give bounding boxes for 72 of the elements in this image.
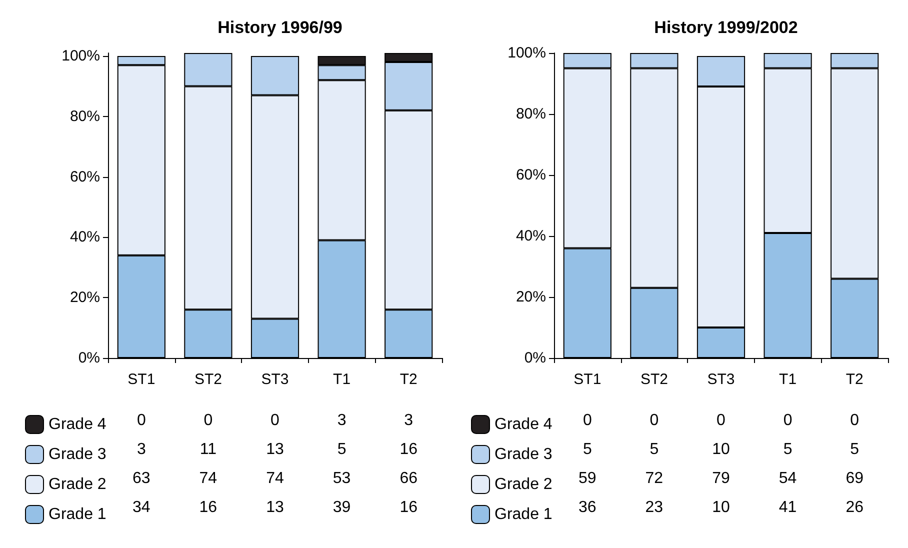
y-tick-label: 80% (516, 106, 546, 122)
data-label: 16 (398, 441, 418, 459)
data-label: 3 (336, 412, 348, 430)
data-label: 3 (136, 441, 147, 459)
data-label: 0 (782, 412, 794, 430)
y-tick-label: 0% (78, 350, 100, 366)
y-tick-label: 60% (516, 166, 546, 184)
data-label: 10 (711, 499, 731, 517)
legend-label: Grade 4 (494, 416, 552, 433)
x-tick-label: T1 (779, 371, 797, 388)
data-label: 74 (198, 470, 218, 488)
x-tick-label: ST2 (194, 371, 222, 388)
data-label: 72 (644, 470, 664, 488)
x-tick-label: T1 (333, 371, 351, 388)
legend-label: Grade 3 (48, 446, 106, 463)
data-label: 54 (778, 470, 798, 488)
data-label: 5 (582, 441, 593, 459)
data-label: 16 (198, 499, 218, 517)
legend-label: Grade 2 (48, 476, 106, 493)
data-label: 59 (577, 470, 598, 488)
y-tick-label: 80% (70, 108, 100, 125)
data-label: 66 (398, 470, 418, 488)
data-label: 53 (332, 470, 352, 488)
data-label: 39 (332, 499, 352, 517)
data-label: 11 (198, 441, 218, 459)
y-tick-label: 0% (524, 350, 546, 366)
x-tick-label: T2 (400, 371, 418, 388)
y-tick-label: 100% (62, 48, 100, 65)
data-label: 0 (136, 412, 147, 430)
data-label: 5 (782, 441, 794, 459)
chart-title: History 1999/2002 (654, 18, 798, 37)
x-tick-label: ST1 (128, 371, 156, 388)
data-label: 0 (582, 412, 593, 430)
x-tick-label: T2 (846, 371, 864, 388)
y-tick-label: 20% (70, 289, 100, 306)
data-label: 41 (778, 499, 798, 517)
data-label: 5 (849, 441, 860, 459)
y-tick-label: 20% (516, 288, 546, 306)
data-label: 23 (644, 499, 664, 517)
x-tick-label: ST3 (261, 371, 289, 388)
x-tick-label: ST3 (707, 371, 735, 388)
data-label: 5 (336, 441, 348, 459)
data-label: 0 (716, 412, 726, 430)
y-tick-label: 100% (508, 44, 546, 62)
data-label: 79 (711, 470, 731, 488)
legend-label: Grade 4 (48, 416, 106, 433)
y-tick-label: 40% (516, 228, 546, 244)
legend-label: Grade 3 (494, 446, 552, 463)
data-label: 13 (265, 441, 285, 459)
data-label: 16 (398, 499, 418, 517)
data-label: 36 (577, 499, 598, 517)
data-label: 3 (403, 412, 414, 430)
y-tick-label: 60% (70, 168, 100, 186)
x-tick-label: ST1 (574, 371, 602, 388)
data-label: 74 (265, 470, 285, 488)
data-label: 13 (265, 499, 285, 517)
data-label: 5 (648, 441, 660, 459)
legend-label: Grade 2 (494, 476, 552, 493)
data-label: 10 (711, 441, 731, 459)
data-label: 63 (131, 470, 152, 488)
x-tick-label: ST2 (640, 371, 668, 388)
y-tick-label: 40% (70, 228, 100, 246)
data-label: 0 (270, 412, 280, 430)
data-label: 69 (844, 470, 864, 488)
data-label: 34 (131, 499, 152, 517)
data-label: 26 (844, 499, 864, 517)
chart-title: History 1996/99 (218, 18, 342, 37)
data-label: 0 (202, 412, 214, 430)
legend-label: Grade 1 (48, 506, 106, 523)
data-label: 0 (849, 412, 860, 430)
legend-label: Grade 1 (494, 506, 552, 523)
data-label: 0 (648, 412, 660, 430)
